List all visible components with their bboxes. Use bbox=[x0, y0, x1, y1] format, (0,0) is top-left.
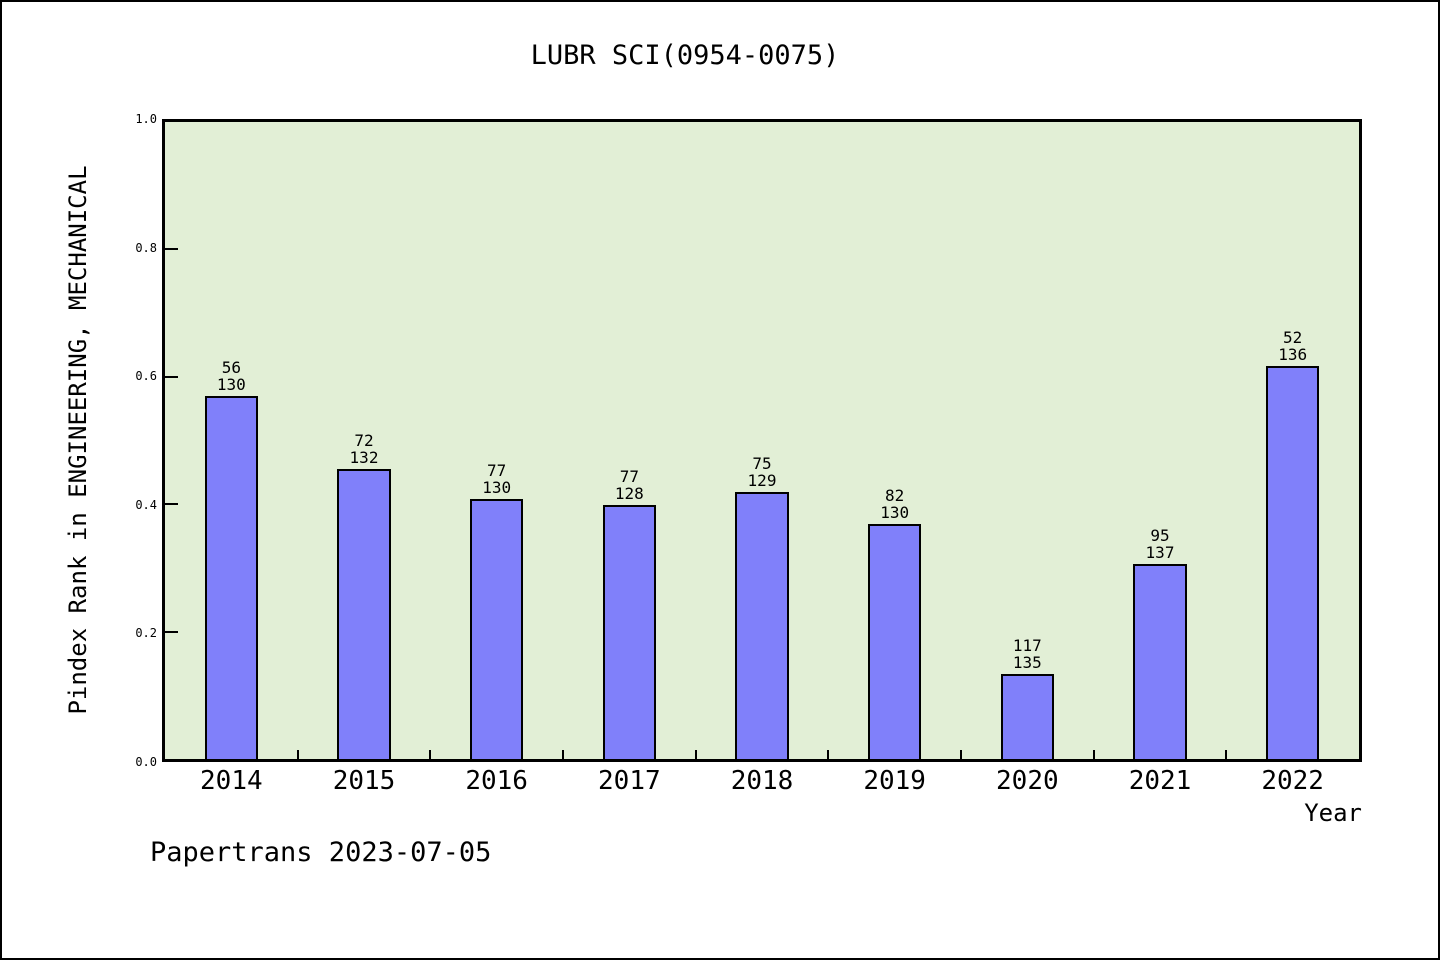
bar-value-label: 52 136 bbox=[1278, 328, 1308, 364]
x-tick-label: 2015 bbox=[332, 766, 396, 796]
y-tick-label: 0.6 bbox=[135, 369, 157, 384]
bar-value-label: 77 128 bbox=[614, 467, 644, 503]
y-tick-mark bbox=[165, 503, 178, 506]
y-tick-mark bbox=[165, 375, 178, 378]
y-tick-label: 0.4 bbox=[135, 497, 157, 512]
bar-2019 bbox=[868, 524, 922, 759]
x-tick-label: 2021 bbox=[1128, 766, 1192, 796]
bar-value-label: 95 137 bbox=[1145, 526, 1175, 562]
bar-2020 bbox=[1000, 674, 1054, 759]
bar-2022 bbox=[1266, 366, 1320, 759]
x-tick-label: 2014 bbox=[200, 766, 263, 796]
x-minor-tick bbox=[562, 750, 564, 759]
x-tick-label: 2017 bbox=[598, 766, 661, 796]
bar-value-label: 56 130 bbox=[216, 358, 246, 394]
x-tick-label: 2016 bbox=[465, 766, 528, 796]
bar-value-label: 82 130 bbox=[880, 486, 910, 522]
y-tick-label: 1.0 bbox=[135, 112, 157, 126]
y-axis-label: Pindex Rank in ENGINEERING, MECHANICAL bbox=[64, 165, 92, 715]
bar-2016 bbox=[470, 499, 524, 759]
bar-value-label: 77 130 bbox=[482, 461, 512, 497]
x-minor-tick bbox=[960, 750, 962, 759]
x-minor-tick bbox=[429, 750, 432, 759]
x-tick-label: 2019 bbox=[863, 766, 926, 796]
x-axis-label: Year bbox=[1304, 799, 1362, 827]
y-tick-label: 0.0 bbox=[135, 755, 157, 769]
bar-2015 bbox=[337, 469, 391, 759]
bar-2017 bbox=[602, 505, 656, 759]
bar-2014 bbox=[204, 396, 258, 759]
bar-value-label: 117 135 bbox=[1012, 636, 1042, 672]
bar-value-label: 75 129 bbox=[747, 454, 777, 490]
x-minor-tick bbox=[827, 750, 830, 759]
x-minor-tick bbox=[1225, 750, 1228, 759]
x-minor-tick bbox=[1092, 750, 1095, 759]
x-tick-label: 2018 bbox=[730, 766, 794, 796]
watermark-text: Papertrans 2023-07-05 bbox=[150, 837, 492, 868]
plot-area: 56 130 72 132 77 130 77 128 75 129 82 130 117 … bbox=[162, 119, 1362, 762]
x-tick-label: 2022 bbox=[1261, 766, 1324, 796]
x-minor-tick bbox=[694, 750, 697, 759]
bar-2021 bbox=[1133, 564, 1187, 759]
bar-value-label: 72 132 bbox=[349, 431, 379, 467]
y-tick-label: 0.2 bbox=[135, 626, 157, 641]
bar-2018 bbox=[735, 492, 789, 759]
y-tick-label: 0.8 bbox=[135, 240, 157, 255]
x-tick-label: 2020 bbox=[996, 766, 1059, 796]
y-tick-mark bbox=[165, 630, 178, 633]
x-minor-tick bbox=[296, 750, 299, 759]
chart-title: LUBR SCI(0954-0075) bbox=[530, 40, 840, 71]
y-tick-mark bbox=[165, 248, 178, 251]
